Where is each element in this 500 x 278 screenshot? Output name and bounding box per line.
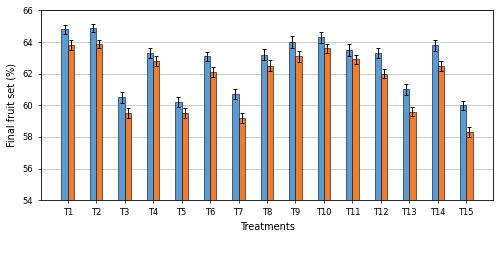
Bar <box>381 74 387 200</box>
X-axis label: Treatments: Treatments <box>240 222 294 232</box>
Bar <box>210 72 216 200</box>
Bar <box>466 132 472 200</box>
Bar <box>267 66 273 200</box>
Bar <box>432 45 438 200</box>
Bar <box>147 53 153 200</box>
Bar <box>124 113 131 200</box>
Bar <box>318 37 324 200</box>
Bar <box>410 112 416 200</box>
Bar <box>96 44 102 200</box>
Bar <box>403 90 409 200</box>
Bar <box>153 61 160 200</box>
Bar <box>324 48 330 200</box>
Bar <box>296 56 302 200</box>
Bar <box>438 66 444 200</box>
Bar <box>346 50 352 200</box>
Bar <box>352 59 358 200</box>
Y-axis label: Final fruit set (%): Final fruit set (%) <box>7 63 17 147</box>
Bar <box>460 105 466 200</box>
Bar <box>289 42 296 200</box>
Bar <box>176 102 182 200</box>
Bar <box>204 56 210 200</box>
Bar <box>232 94 238 200</box>
Bar <box>374 53 381 200</box>
Bar <box>260 55 267 200</box>
Bar <box>62 29 68 200</box>
Bar <box>68 45 74 200</box>
Bar <box>182 113 188 200</box>
Bar <box>238 118 245 200</box>
Bar <box>118 97 124 200</box>
Bar <box>90 28 96 200</box>
